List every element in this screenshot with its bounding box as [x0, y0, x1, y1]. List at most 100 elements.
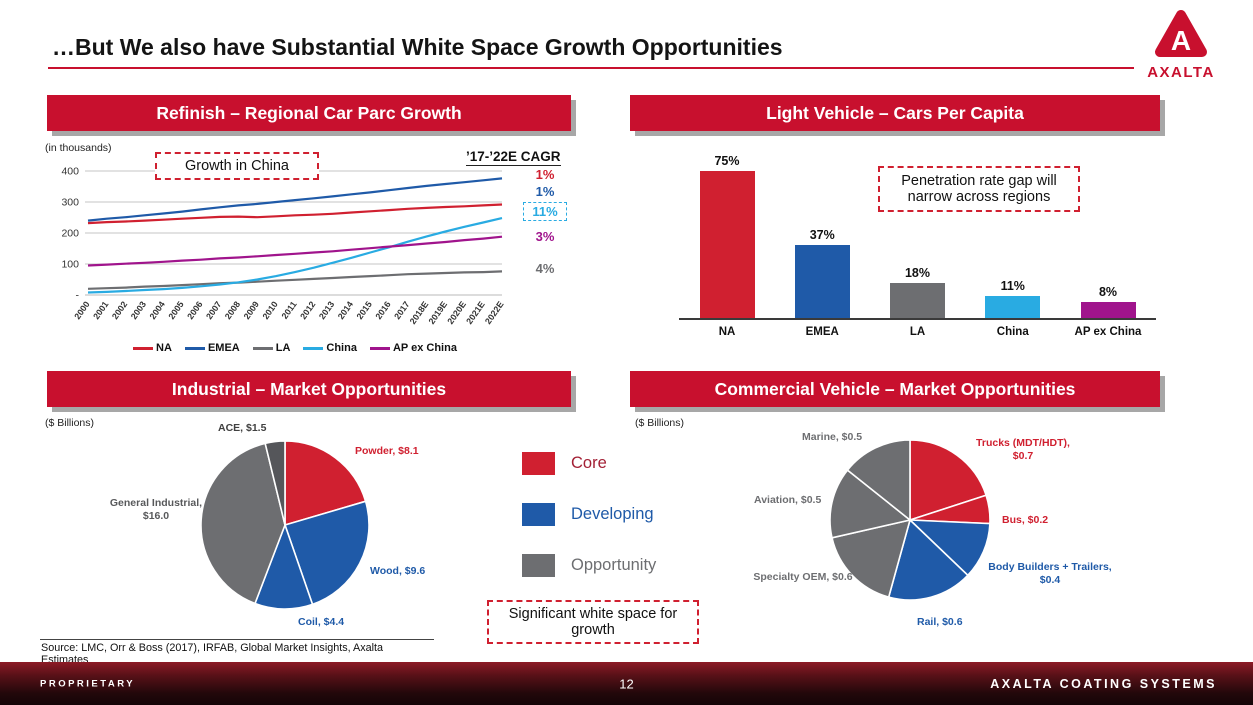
svg-text:2003: 2003: [129, 299, 148, 321]
pie-label-trucks: Trucks (MDT/HDT), $0.7: [976, 437, 1070, 463]
legend-line-swatch: [252, 346, 273, 350]
svg-text:2018E: 2018E: [408, 299, 431, 326]
pie-label-bus: Bus, $0.2: [1002, 514, 1049, 526]
legend-row: Developing: [522, 503, 656, 526]
cagr-value: 11%: [523, 202, 567, 221]
legend-row: Opportunity: [522, 554, 656, 577]
svg-text:2002: 2002: [110, 299, 129, 321]
bar-group: 18%: [876, 266, 960, 318]
svg-text:2016: 2016: [373, 299, 392, 321]
pie-label-coil: Coil, $4.4: [298, 616, 345, 628]
axalta-logo-text: AXALTA: [1147, 64, 1215, 81]
bar-value-label: 75%: [714, 154, 740, 168]
legend-item-label: LA: [275, 342, 291, 354]
title-divider: [48, 67, 1134, 69]
segment-legend: Core Developing Opportunity: [522, 452, 656, 605]
panel-header-industrial: Industrial – Market Opportunities: [47, 371, 571, 407]
legend-line-swatch: [184, 346, 205, 350]
bar-category-label: China: [996, 326, 1029, 338]
bar: [699, 171, 755, 318]
legend-line-swatch: [369, 346, 390, 350]
penetration-callout: Penetration rate gap will narrow across …: [878, 166, 1080, 212]
footer-brand: AXALTA COATING SYSTEMS: [990, 676, 1217, 691]
bar-category-label: AP ex China: [1074, 326, 1142, 338]
svg-text:2008: 2008: [223, 299, 242, 321]
svg-text:2022E: 2022E: [483, 299, 506, 326]
svg-text:300: 300: [61, 197, 79, 209]
bar: [794, 245, 850, 318]
axalta-logo: A AXALTA: [1143, 7, 1219, 81]
pie-label-rail: Rail, $0.6: [917, 616, 963, 628]
bar-group: 8%: [1066, 285, 1150, 318]
legend-item: NA: [133, 342, 172, 354]
cagr-value: 1%: [535, 184, 555, 199]
legend-item: EMEA: [184, 342, 240, 354]
pie-label-general-industrial: General Industrial, $16.0: [109, 497, 203, 523]
industrial-pie: [200, 440, 370, 610]
bar-chart-area: 75% 37% 18% 11% 8% NA EMEA LA China AP ex China: [679, 150, 1156, 338]
cars-per-capita-categories: NA EMEA LA China AP ex China: [685, 326, 1150, 338]
cagr-value: 4%: [535, 261, 555, 276]
legend-row: Core: [522, 452, 656, 475]
svg-text:2006: 2006: [185, 299, 204, 321]
page-title: …But We also have Substantial White Spac…: [52, 34, 783, 60]
bar-chart-baseline: [679, 318, 1156, 320]
svg-text:2009: 2009: [242, 299, 261, 321]
pie-label-powder: Powder, $8.1: [355, 445, 419, 457]
legend-item: China: [303, 342, 357, 354]
industrial-units-label: ($ Billions): [45, 417, 95, 429]
panel-header-light-vehicle: Light Vehicle – Cars Per Capita: [630, 95, 1160, 131]
bar-value-label: 37%: [809, 228, 835, 242]
bar-group: 75%: [685, 154, 769, 318]
svg-text:2014: 2014: [336, 299, 355, 321]
legend-line-swatch: [303, 346, 324, 350]
pie-label-ace: ACE, $1.5: [218, 422, 267, 434]
refinish-units-label: (in thousands): [45, 142, 112, 154]
commercial-units-label: ($ Billions): [635, 417, 685, 429]
svg-text:2015: 2015: [354, 299, 373, 321]
pie-label-aviation: Aviation, $0.5: [754, 494, 822, 506]
commercial-pie: [829, 439, 991, 601]
bar: [890, 283, 945, 318]
svg-text:2004: 2004: [147, 299, 166, 321]
svg-text:2005: 2005: [166, 299, 185, 321]
legend-item-label: China: [326, 342, 357, 354]
bar: [985, 296, 1041, 318]
cagr-value: 1%: [535, 167, 555, 182]
pie-label-marine: Marine, $0.5: [802, 431, 863, 443]
bar: [1080, 302, 1136, 318]
legend-item-label: NA: [156, 342, 172, 354]
legend-label: Opportunity: [571, 556, 657, 574]
legend-item: LA: [252, 342, 291, 354]
bar-group: 37%: [780, 228, 864, 318]
cagr-header: ’17-’22E CAGR: [466, 149, 561, 166]
page-number: 12: [619, 676, 634, 691]
svg-text:A: A: [1171, 25, 1191, 56]
commercial-panel: ($ Billions) Marine, $0.5 Trucks (MDT/HD…: [630, 413, 1220, 655]
bar-value-label: 11%: [1000, 279, 1025, 293]
svg-text:2001: 2001: [91, 299, 110, 321]
legend-label: Developing: [571, 505, 654, 523]
proprietary-label: PROPRIETARY: [40, 678, 136, 689]
car-parc-legend: NA EMEA LA China AP ex China: [60, 342, 530, 354]
refinish-panel: (in thousands) - 100 200 300 400 2000 2001 2002…: [40, 138, 615, 370]
axalta-logo-mark: A: [1155, 10, 1207, 57]
cagr-column: 1% 1% 11% 3% 4%: [516, 165, 574, 276]
svg-text:-: -: [76, 290, 80, 302]
svg-text:2013: 2013: [317, 299, 336, 321]
legend-item-label: EMEA: [207, 342, 240, 354]
pie-label-body-builders: Body Builders + Trailers, $0.4: [988, 561, 1112, 587]
legend-item-label: AP ex China: [392, 342, 457, 354]
pie-label-wood: Wood, $9.6: [370, 565, 426, 577]
legend-label: Core: [571, 454, 607, 472]
svg-text:2000: 2000: [72, 299, 91, 321]
bar-value-label: 18%: [904, 266, 931, 280]
bar-category-label: EMEA: [805, 326, 839, 338]
bar-value-label: 8%: [1098, 285, 1118, 299]
panel-header-commercial: Commercial Vehicle – Market Opportunitie…: [630, 371, 1160, 407]
svg-text:2011: 2011: [279, 299, 298, 320]
svg-text:2010: 2010: [260, 299, 279, 321]
footer-bar: PROPRIETARY 12 AXALTA COATING SYSTEMS: [0, 662, 1253, 705]
